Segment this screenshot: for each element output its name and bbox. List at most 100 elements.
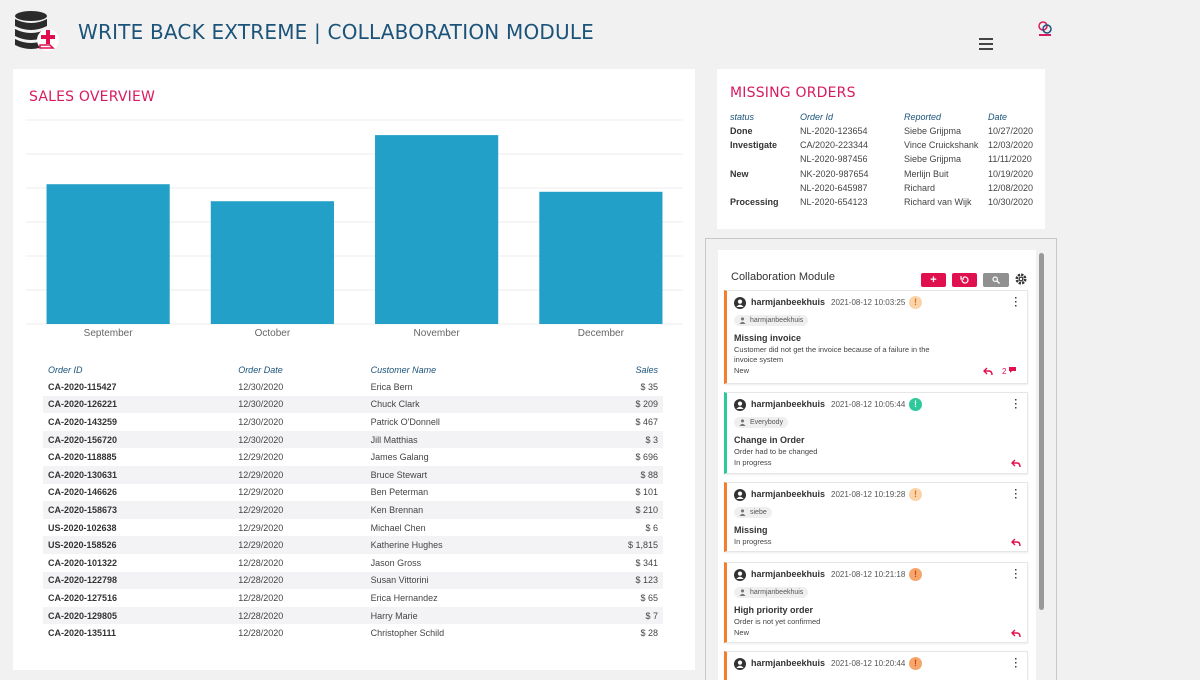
note-timestamp: 2021-08-12 10:20:44 (831, 659, 906, 668)
date-cell: 12/08/2020 (988, 182, 1034, 193)
table-row[interactable]: NL-2020-645987 Richard 12/08/2020 (727, 181, 1036, 195)
priority-badge: ! (909, 488, 922, 501)
more-options-icon[interactable]: · · · (1014, 565, 1018, 584)
status-cell (727, 181, 797, 195)
note-subject: Missing (734, 525, 768, 535)
table-row[interactable]: CA-2020-118885 12/29/2020 James Galang $ 69… (43, 448, 663, 466)
column-order-date[interactable]: Order Date (238, 364, 283, 375)
customer-name-cell: Michael Chen (370, 522, 426, 533)
order-id-cell: CA-2020-129805 (43, 606, 234, 625)
table-row[interactable]: CA-2020-143259 12/30/2020 Patrick O'Donnel… (43, 413, 663, 431)
customer-name-cell: Ben Peterman (370, 487, 429, 498)
table-row[interactable]: CA-2020-146626 12/29/2020 Ben Peterman $ 10… (43, 484, 663, 502)
comments-count[interactable]: 2 (1002, 366, 1017, 376)
sales-cell: $ 28 (640, 628, 658, 639)
customer-name-cell: Katherine Hughes (365, 536, 567, 554)
column-reported[interactable]: Reported (904, 112, 942, 122)
column-date[interactable]: Date (988, 112, 1008, 122)
note-card[interactable]: harmjanbeekhuis 2021-08-12 10:20:44! · · · (724, 651, 1028, 680)
note-card[interactable]: harmjanbeekhuis 2021-08-12 10:21:18! · · · ha… (724, 562, 1028, 643)
customer-name-cell: Susan Vittorini (365, 571, 567, 590)
avatar-icon (734, 297, 746, 309)
table-row[interactable]: CA-2020-122798 12/28/2020 Susan Vittorini $… (43, 571, 663, 590)
reported-cell: Richard (904, 182, 936, 193)
priority-badge: ! (909, 296, 922, 309)
table-row[interactable]: New NK-2020-987654 Merlijn Buit 10/19/2020 (727, 167, 1036, 181)
customer-name-cell: James Galang (370, 452, 429, 463)
note-status: New (734, 366, 750, 375)
person-icon (739, 419, 746, 426)
collaboration-scrollbar[interactable] (1039, 253, 1044, 610)
bar-november[interactable] (375, 135, 499, 324)
reply-icon[interactable] (1011, 629, 1021, 638)
more-options-icon[interactable]: · · · (1014, 293, 1018, 312)
more-options-icon[interactable]: · · · (1014, 485, 1018, 504)
table-row[interactable]: Done NL-2020-123654 Siebe Grijpma 10/27/202… (727, 124, 1036, 138)
reported-cell: Siebe Grijpma (904, 126, 962, 137)
table-row[interactable]: NL-2020-987456 Siebe Grijpma 11/11/2020 (727, 152, 1036, 166)
note-author: harmjanbeekhuis (751, 399, 826, 409)
table-row[interactable]: CA-2020-115427 12/30/2020 Erica Bern $ 35 (43, 378, 663, 396)
assignee-name: siebe (750, 509, 767, 516)
table-row[interactable]: CA-2020-126221 12/30/2020 Chuck Clark $ 209 (43, 395, 663, 414)
reply-icon[interactable] (1011, 459, 1021, 468)
bar-october[interactable] (210, 201, 334, 324)
order-date-cell: 12/29/2020 (233, 465, 366, 484)
order-date-cell: 12/28/2020 (238, 557, 284, 568)
column-status[interactable]: status (730, 112, 755, 122)
reply-icon[interactable] (1011, 538, 1021, 547)
history-icon (959, 276, 969, 284)
bar-september[interactable] (46, 184, 170, 324)
table-row[interactable]: CA-2020-129805 12/28/2020 Harry Marie $ 7 (43, 606, 663, 625)
order-date-cell: 12/28/2020 (233, 606, 366, 625)
table-row[interactable]: CA-2020-158673 12/29/2020 Ken Brennan $ 210 (43, 501, 663, 519)
gear-icon[interactable] (1014, 272, 1028, 286)
column-order-id[interactable]: Order ID (48, 364, 83, 375)
avatar-icon (734, 658, 746, 670)
table-row[interactable]: CA-2020-156720 12/30/2020 Jill Matthias $ 3 (43, 430, 663, 449)
order-id-cell: CA-2020-101322 (48, 557, 118, 568)
status-cell: Investigate (730, 140, 778, 151)
note-card[interactable]: harmjanbeekhuis 2021-08-12 10:05:44! · · · Ev… (724, 392, 1028, 474)
bar-december[interactable] (539, 191, 663, 324)
history-button[interactable] (952, 273, 977, 287)
more-options-icon[interactable]: · · · (1014, 395, 1018, 414)
table-row[interactable]: CA-2020-130631 12/29/2020 Bruce Stewart $ 8… (43, 465, 663, 484)
table-row[interactable]: CA-2020-127516 12/28/2020 Erica Hernandez $… (43, 589, 663, 607)
status-cell (727, 152, 797, 166)
table-row[interactable]: CA-2020-101322 12/28/2020 Jason Gross $ 341 (43, 554, 663, 572)
table-row[interactable]: US-2020-158526 12/29/2020 Katherine Hughes… (43, 536, 663, 554)
order-id-cell: NL-2020-987456 (800, 154, 868, 165)
more-options-icon[interactable]: · · · (1014, 654, 1018, 673)
column-sales[interactable]: Sales (635, 364, 658, 375)
table-row[interactable]: US-2020-102638 12/29/2020 Michael Chen $ 6 (43, 519, 663, 537)
order-id-cell: CA-2020-127516 (48, 592, 118, 603)
table-row[interactable]: Processing NL-2020-654123 Richard van Wijk… (727, 195, 1036, 209)
table-row[interactable]: Investigate CA/2020-223344 Vince Cruicksha… (727, 138, 1036, 152)
order-id-cell: CA-2020-122798 (43, 571, 234, 590)
reply-icon[interactable] (983, 367, 993, 376)
note-card[interactable]: harmjanbeekhuis 2021-08-12 10:19:28! · · · si… (724, 482, 1028, 552)
note-author: harmjanbeekhuis (751, 569, 826, 579)
note-status: In progress (734, 458, 772, 467)
customer-name-cell: Bruce Stewart (365, 465, 567, 484)
column-order-id[interactable]: Order Id (800, 112, 834, 122)
assignee-tag: Everybody (734, 417, 789, 428)
missing-orders-header: status Order Id Reported Date (727, 110, 1036, 124)
note-card[interactable]: harmjanbeekhuis 2021-08-12 10:03:25! · · · ha… (724, 290, 1028, 384)
avatar-icon (734, 399, 746, 411)
search-button[interactable] (983, 273, 1009, 287)
hamburger-menu-icon[interactable] (979, 38, 993, 50)
add-note-button[interactable]: + (921, 273, 946, 287)
assignee-tag: siebe (734, 507, 772, 518)
sales-cell: $ 88 (566, 465, 663, 484)
note-subject: Change in Order (734, 435, 805, 445)
brand-logo-icon (1038, 21, 1052, 36)
table-row[interactable]: CA-2020-135111 12/28/2020 Christopher Schi… (43, 624, 663, 642)
order-date-cell: 12/29/2020 (238, 487, 284, 498)
avatar-icon (734, 569, 746, 581)
note-timestamp: 2021-08-12 10:05:44 (831, 400, 906, 409)
person-icon (739, 509, 746, 516)
orders-table-header: Order ID Order Date Customer Name Sales (43, 361, 663, 378)
column-customer-name[interactable]: Customer Name (370, 364, 437, 375)
